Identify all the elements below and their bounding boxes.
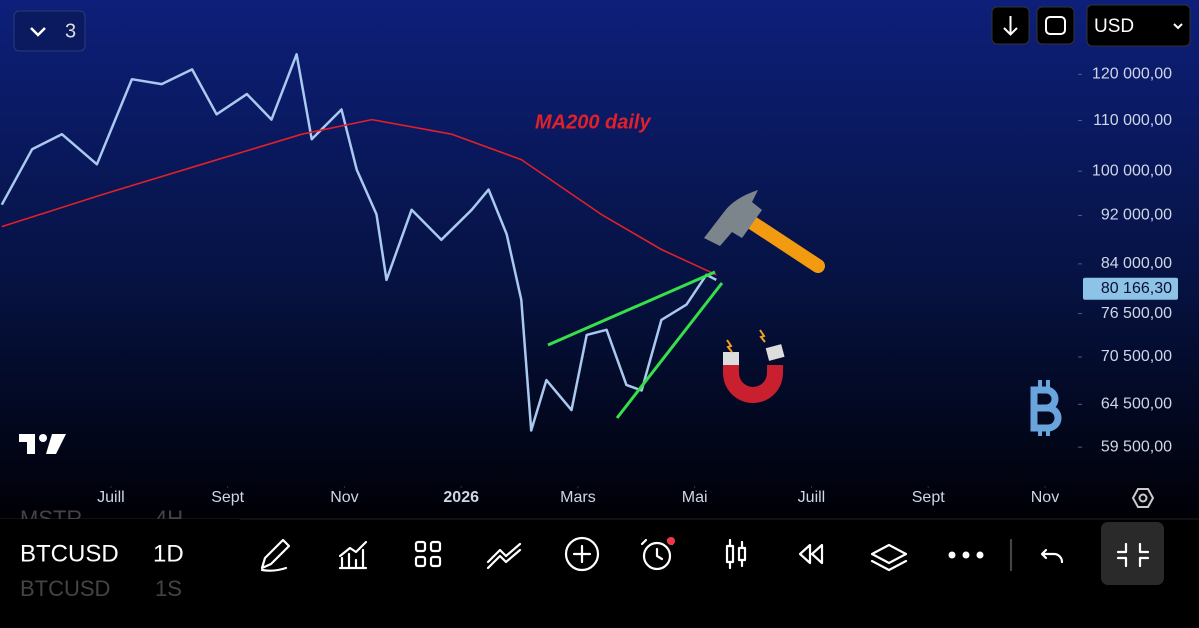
layout-button[interactable]: 3 <box>13 10 86 52</box>
y-tick-label: 64 500,00 <box>1101 396 1172 413</box>
y-tick-label: 84 000,00 <box>1101 255 1172 272</box>
series-line <box>0 53 717 432</box>
x-tick-label: Nov <box>1031 489 1059 506</box>
y-tick-label: 110 000,00 <box>1093 112 1172 129</box>
logo-part <box>46 434 66 454</box>
trend-line <box>615 282 724 419</box>
series-line <box>1 118 717 276</box>
chevron-icon <box>30 27 46 37</box>
download-button[interactable] <box>991 6 1030 45</box>
x-tick-label: 2026 <box>443 489 479 506</box>
chart-background <box>0 0 1199 520</box>
toolbar <box>260 522 1164 585</box>
arrow-icon <box>1003 16 1018 36</box>
price-label: 80 166,30 <box>1101 280 1172 297</box>
hex-icon <box>1131 488 1155 508</box>
chevron-icon <box>1173 23 1183 30</box>
select-frame <box>1086 4 1191 47</box>
currency: USD <box>1094 16 1134 37</box>
fullscreen-button[interactable] <box>1101 522 1164 585</box>
price-label-bg <box>1083 277 1178 300</box>
logo-part <box>19 434 35 454</box>
bitcoin-b <box>1030 386 1062 432</box>
magnet-icon <box>723 329 785 403</box>
add-tool[interactable] <box>564 536 600 572</box>
layout-count: 3 <box>65 20 76 42</box>
undo-tool[interactable] <box>1040 548 1064 564</box>
magnet-pole <box>723 352 739 365</box>
currency-select[interactable]: USD <box>1086 4 1191 47</box>
y-tick-label: 59 500,00 <box>1101 438 1172 455</box>
x-tick-label: Mai <box>682 489 708 506</box>
more-tool[interactable] <box>948 551 984 559</box>
alert-tool[interactable] <box>640 538 674 571</box>
compare-tool[interactable] <box>486 542 522 570</box>
indicators-tool[interactable] <box>338 540 368 570</box>
hammer-icon <box>704 190 825 273</box>
plot: 59 500,00 64 500,00 70 500,00 76 500,00 84 0… <box>0 53 1178 506</box>
tradingview-logo <box>19 434 66 454</box>
alert-dot <box>667 537 675 545</box>
bitcoin-icon <box>1030 380 1062 436</box>
magnet-pole <box>765 344 785 361</box>
hex-icon <box>1138 493 1148 503</box>
x-tick-label: Nov <box>330 489 358 506</box>
bitcoin-bars <box>1038 380 1050 436</box>
x-tick-label: Mars <box>560 489 596 506</box>
y-tick-label: 92 000,00 <box>1101 207 1172 224</box>
y-tick-label: 76 500,00 <box>1101 305 1172 322</box>
logo-part <box>39 434 47 442</box>
draw-tool[interactable] <box>260 538 291 572</box>
x-tick-label: Sept <box>912 489 945 506</box>
replay-tool[interactable] <box>798 543 824 565</box>
annotation: MA200 daily <box>535 111 651 133</box>
trend-line <box>547 270 716 347</box>
collapse-icon <box>1116 542 1150 568</box>
x-tick-label: Juill <box>97 489 125 506</box>
frame-icon <box>1045 16 1066 35</box>
y-tick-label: 70 500,00 <box>1101 348 1172 365</box>
interval: 1D <box>153 540 184 567</box>
magnet-body <box>723 365 783 403</box>
screenshot-button[interactable] <box>1036 6 1075 45</box>
button-frame <box>1036 6 1075 45</box>
hammer-head <box>704 190 762 246</box>
chart-type-tool[interactable] <box>725 538 747 570</box>
y-tick-label: 120 000,00 <box>1092 66 1172 83</box>
watchlist[interactable]: MSTR 4H BTCUSD 1D BTCUSD 1S <box>0 506 240 623</box>
hammer-handle <box>738 211 825 273</box>
y-tick-label: 100 000,00 <box>1092 162 1172 179</box>
mask <box>0 596 240 623</box>
x-tick-label: Sept <box>211 489 244 506</box>
settings-button[interactable] <box>1131 488 1155 508</box>
objects-tool[interactable] <box>870 543 908 572</box>
button-frame <box>13 10 86 52</box>
symbol: BTCUSD <box>20 540 119 567</box>
mask <box>0 519 240 528</box>
x-tick-label: Juill <box>798 489 826 506</box>
layouts-tool[interactable] <box>414 540 442 568</box>
spark <box>726 329 766 353</box>
